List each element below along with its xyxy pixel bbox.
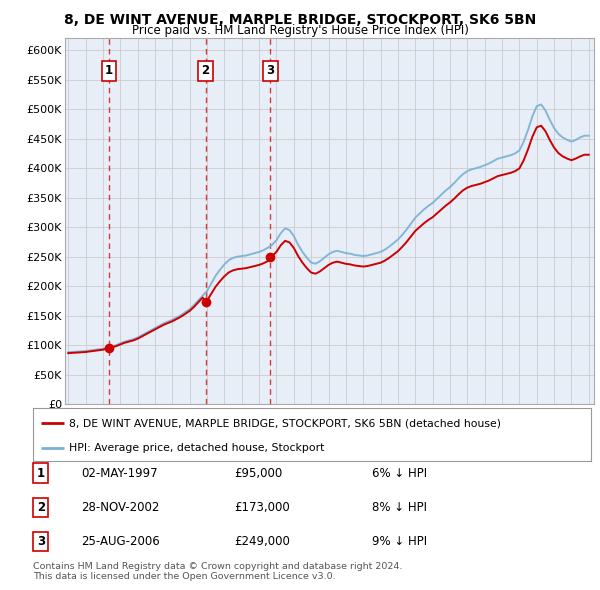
Text: £95,000: £95,000 (234, 467, 282, 480)
Text: £249,000: £249,000 (234, 535, 290, 548)
Text: 9% ↓ HPI: 9% ↓ HPI (372, 535, 427, 548)
Text: 6% ↓ HPI: 6% ↓ HPI (372, 467, 427, 480)
Text: 8% ↓ HPI: 8% ↓ HPI (372, 501, 427, 514)
Text: HPI: Average price, detached house, Stockport: HPI: Average price, detached house, Stoc… (69, 443, 325, 453)
Text: 28-NOV-2002: 28-NOV-2002 (81, 501, 160, 514)
Text: £173,000: £173,000 (234, 501, 290, 514)
Text: 02-MAY-1997: 02-MAY-1997 (81, 467, 158, 480)
Text: This data is licensed under the Open Government Licence v3.0.: This data is licensed under the Open Gov… (33, 572, 335, 581)
Text: 8, DE WINT AVENUE, MARPLE BRIDGE, STOCKPORT, SK6 5BN (detached house): 8, DE WINT AVENUE, MARPLE BRIDGE, STOCKP… (69, 418, 501, 428)
Text: Contains HM Land Registry data © Crown copyright and database right 2024.: Contains HM Land Registry data © Crown c… (33, 562, 403, 571)
Text: 2: 2 (202, 64, 209, 77)
Text: 3: 3 (266, 64, 274, 77)
Text: 1: 1 (105, 64, 113, 77)
Text: Price paid vs. HM Land Registry's House Price Index (HPI): Price paid vs. HM Land Registry's House … (131, 24, 469, 37)
Text: 2: 2 (37, 501, 45, 514)
Text: 3: 3 (37, 535, 45, 548)
Text: 25-AUG-2006: 25-AUG-2006 (81, 535, 160, 548)
Text: 8, DE WINT AVENUE, MARPLE BRIDGE, STOCKPORT, SK6 5BN: 8, DE WINT AVENUE, MARPLE BRIDGE, STOCKP… (64, 13, 536, 27)
Text: 1: 1 (37, 467, 45, 480)
